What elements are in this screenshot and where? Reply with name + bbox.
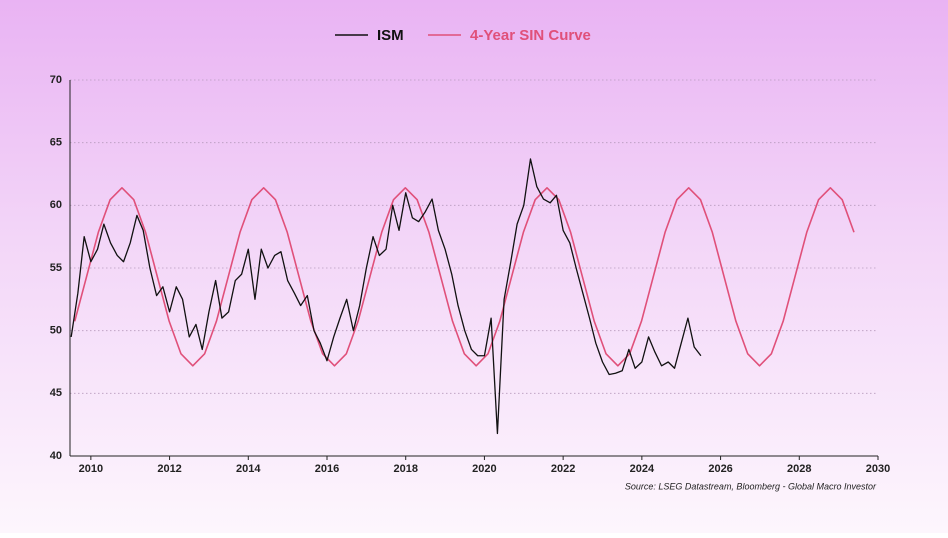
y-tick-label: 40 — [50, 450, 62, 462]
x-tick-label: 2028 — [787, 463, 811, 475]
y-tick-label: 45 — [50, 387, 62, 399]
x-tick-label: 2020 — [472, 463, 496, 475]
x-tick-label: 2026 — [708, 463, 732, 475]
legend-label: ISM — [377, 27, 404, 44]
x-tick-label: 2018 — [393, 463, 417, 475]
x-tick-label: 2024 — [630, 463, 655, 475]
x-tick-label: 2016 — [315, 463, 339, 475]
x-tick-label: 2022 — [551, 463, 575, 475]
x-tick-label: 2012 — [157, 463, 181, 475]
source-note: Source: LSEG Datastream, Bloomberg - Glo… — [625, 481, 877, 491]
series-line — [70, 158, 702, 435]
x-tick-label: 2014 — [236, 463, 261, 475]
legend-label: 4-Year SIN Curve — [470, 27, 591, 44]
x-tick-label: 2010 — [79, 463, 103, 475]
series-line — [73, 186, 855, 367]
y-tick-label: 65 — [50, 137, 62, 149]
y-tick-label: 50 — [50, 325, 62, 337]
y-tick-label: 55 — [50, 262, 62, 274]
y-tick-label: 70 — [50, 74, 62, 86]
y-tick-label: 60 — [50, 199, 62, 211]
x-tick-label: 2030 — [866, 463, 890, 475]
